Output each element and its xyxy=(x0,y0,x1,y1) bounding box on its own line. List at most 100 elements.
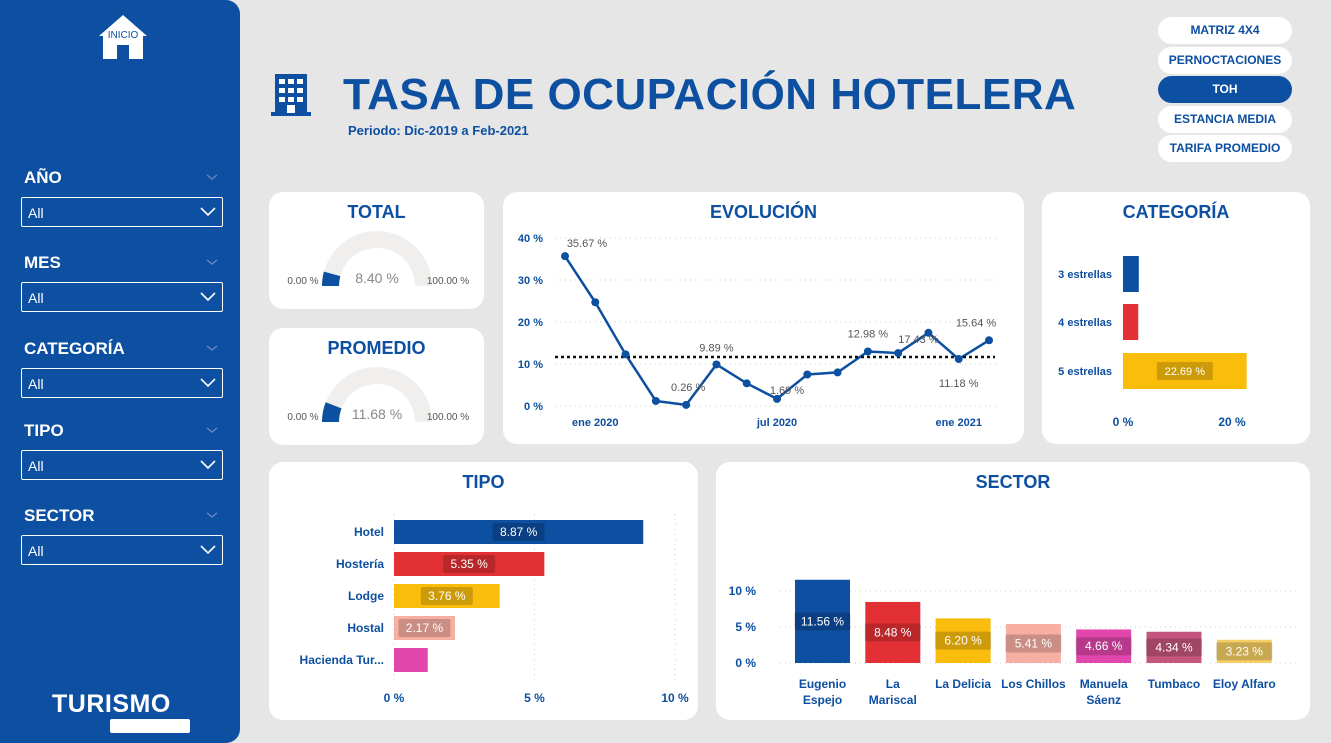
data-label: 22.69 % xyxy=(1165,366,1206,378)
category-label: Hostal xyxy=(347,621,384,635)
data-label: 1.69 % xyxy=(770,385,804,397)
gauge-max-label: 100.00 % xyxy=(427,276,469,287)
y-tick-label: 5 % xyxy=(735,620,756,634)
data-label: 4.34 % xyxy=(1155,640,1193,654)
data-point xyxy=(712,360,720,368)
category-label: Eloy Alfaro xyxy=(1213,677,1276,691)
filter-value: All xyxy=(28,205,44,221)
y-tick-label: 0 % xyxy=(735,656,756,670)
dropdown-arrow-icon xyxy=(200,292,216,302)
category-label: 4 estrellas xyxy=(1058,317,1112,329)
data-point xyxy=(803,371,811,379)
data-label: 6.20 % xyxy=(944,634,982,648)
data-label: 5.41 % xyxy=(1015,637,1053,651)
total-gauge: 8.40 %0.00 % 100.00 % xyxy=(269,192,484,309)
sector-card: SECTOR 0 % 5 % 10 % 11.56 % Eugenio Espejo 8.4… xyxy=(716,462,1310,720)
evolucion-card: EVOLUCIÓN 0 % 10 % 20 % 30 % 40 % ene 2020 jul… xyxy=(503,192,1024,444)
brand-tagline-icon xyxy=(110,719,190,733)
chevron-down-icon[interactable] xyxy=(205,172,219,182)
chevron-down-icon[interactable] xyxy=(205,257,219,267)
nav-button[interactable]: MATRIZ 4X4 xyxy=(1158,17,1292,44)
total-card: TOTAL 8.40 % 0.00 % 100.00 % xyxy=(269,192,484,309)
data-label: 35.67 % xyxy=(567,238,608,250)
nav-button[interactable]: PERNOCTACIONES xyxy=(1158,47,1292,74)
hotel-building-icon xyxy=(269,72,313,116)
filter-dropdown[interactable]: All xyxy=(21,282,223,312)
page-subtitle: Periodo: Dic-2019 a Feb-2021 xyxy=(348,123,529,138)
evolucion-line-chart: 0 % 10 % 20 % 30 % 40 % ene 2020 jul 2020 ene 2… xyxy=(503,192,1024,444)
category-label: La Delicia xyxy=(935,677,991,691)
data-point xyxy=(561,252,569,260)
data-point xyxy=(652,397,660,405)
filter-label: SECTOR xyxy=(24,506,95,526)
promedio-gauge: 11.68 % 0.00 % 100.00 % xyxy=(269,328,484,445)
data-point xyxy=(955,355,963,363)
tipo-bar-chart: 0 % 5 % 10 % Hotel 8.87 % Hostería 5.35 % Lodge… xyxy=(269,462,698,720)
data-label: 11.18 % xyxy=(939,378,979,390)
x-tick-label: ene 2020 xyxy=(572,417,618,429)
x-tick-label: 0 % xyxy=(384,691,405,705)
data-label: 9.89 % xyxy=(699,342,733,354)
data-point xyxy=(834,368,842,376)
dropdown-arrow-icon xyxy=(200,460,216,470)
filter-label: AÑO xyxy=(24,168,62,188)
chevron-down-icon[interactable] xyxy=(205,510,219,520)
promedio-card: PROMEDIO 11.68 % 0.00 % 100.00 % xyxy=(269,328,484,445)
data-point xyxy=(682,401,690,409)
category-label: 5 estrellas xyxy=(1058,366,1112,378)
sidebar: INICIO AÑO All MES All CATEGORÍA All TIPO All SE… xyxy=(0,0,240,743)
tipo-card: TIPO 0 % 5 % 10 % Hotel 8.87 % Hostería 5.35 %… xyxy=(269,462,698,720)
chevron-down-icon[interactable] xyxy=(205,343,219,353)
category-label: Los Chillos xyxy=(1001,677,1066,691)
category-label: Tumbaco xyxy=(1148,677,1200,691)
filter-dropdown[interactable]: All xyxy=(21,450,223,480)
filter-dropdown[interactable]: All xyxy=(21,535,223,565)
filter-dropdown[interactable]: All xyxy=(21,368,223,398)
x-tick-label: 5 % xyxy=(524,691,545,705)
data-label: 11.56 % xyxy=(801,614,844,628)
data-label: 15.64 % xyxy=(956,317,997,329)
x-tick-label: ene 2021 xyxy=(935,417,981,429)
data-point xyxy=(622,350,630,358)
category-label: Lodge xyxy=(348,589,384,603)
category-label: Hacienda Tur... xyxy=(300,653,384,667)
category-label: Hostería xyxy=(336,557,384,571)
data-point xyxy=(894,349,902,357)
filter-value: All xyxy=(28,290,44,306)
y-tick-label: 10 % xyxy=(729,584,757,598)
category-label: Sáenz xyxy=(1086,693,1121,707)
category-bar xyxy=(1123,304,1138,340)
filter-label: CATEGORÍA xyxy=(24,339,125,359)
page-title: TASA DE OCUPACIÓN HOTELERA xyxy=(343,70,1076,120)
y-tick-label: 30 % xyxy=(518,275,543,287)
y-tick-label: 10 % xyxy=(518,359,543,371)
filter-value: All xyxy=(28,543,44,559)
nav-button[interactable]: TOH xyxy=(1158,76,1292,103)
category-label: La xyxy=(886,677,900,691)
gauge-max-label: 100.00 % xyxy=(427,412,469,423)
x-tick-label: 20 % xyxy=(1218,415,1246,429)
home-label[interactable]: INICIO xyxy=(96,30,150,41)
data-label: 0.26 % xyxy=(671,382,705,394)
data-point xyxy=(985,336,993,344)
filter-value: All xyxy=(28,458,44,474)
filter-dropdown[interactable]: All xyxy=(21,197,223,227)
nav-button[interactable]: TARIFA PROMEDIO xyxy=(1158,135,1292,162)
y-tick-label: 20 % xyxy=(518,317,543,329)
dropdown-arrow-icon xyxy=(200,545,216,555)
data-label: 8.48 % xyxy=(874,625,912,639)
brand-logo: TURISMO xyxy=(52,690,171,719)
dropdown-arrow-icon xyxy=(200,378,216,388)
data-label: 3.76 % xyxy=(428,589,466,603)
data-point xyxy=(864,347,872,355)
nav-button[interactable]: ESTANCIA MEDIA xyxy=(1158,106,1292,133)
data-point xyxy=(743,379,751,387)
category-label: 3 estrellas xyxy=(1058,269,1112,281)
chevron-down-icon[interactable] xyxy=(205,425,219,435)
category-label: Mariscal xyxy=(869,693,917,707)
categoria-card: CATEGORÍA 3 estrellas 4 estrellas 5 estrel… xyxy=(1042,192,1310,444)
data-label: 17.43 % xyxy=(898,334,939,346)
y-tick-label: 0 % xyxy=(524,401,543,413)
data-label: 3.23 % xyxy=(1226,644,1264,658)
filter-label: MES xyxy=(24,253,61,273)
